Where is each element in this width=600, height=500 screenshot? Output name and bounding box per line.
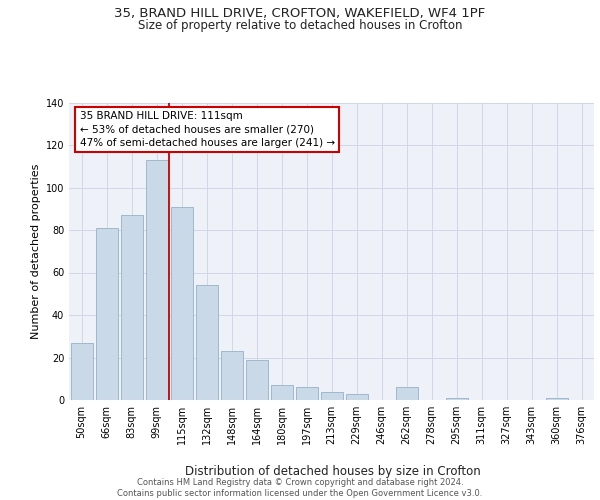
Bar <box>196 285 218 400</box>
Text: Distribution of detached houses by size in Crofton: Distribution of detached houses by size … <box>185 464 481 477</box>
Bar <box>95 228 118 400</box>
Bar <box>320 392 343 400</box>
Bar <box>395 387 418 400</box>
Text: Contains HM Land Registry data © Crown copyright and database right 2024.
Contai: Contains HM Land Registry data © Crown c… <box>118 478 482 498</box>
Bar <box>146 160 167 400</box>
Bar <box>296 387 317 400</box>
Bar <box>545 398 568 400</box>
Bar <box>221 351 242 400</box>
Y-axis label: Number of detached properties: Number of detached properties <box>31 164 41 339</box>
Text: 35, BRAND HILL DRIVE, CROFTON, WAKEFIELD, WF4 1PF: 35, BRAND HILL DRIVE, CROFTON, WAKEFIELD… <box>115 8 485 20</box>
Bar <box>245 360 268 400</box>
Bar <box>346 394 367 400</box>
Text: 35 BRAND HILL DRIVE: 111sqm
← 53% of detached houses are smaller (270)
47% of se: 35 BRAND HILL DRIVE: 111sqm ← 53% of det… <box>79 112 335 148</box>
Bar <box>445 398 467 400</box>
Bar <box>71 342 92 400</box>
Text: Size of property relative to detached houses in Crofton: Size of property relative to detached ho… <box>138 19 462 32</box>
Bar <box>121 215 143 400</box>
Bar <box>271 385 293 400</box>
Bar <box>170 206 193 400</box>
